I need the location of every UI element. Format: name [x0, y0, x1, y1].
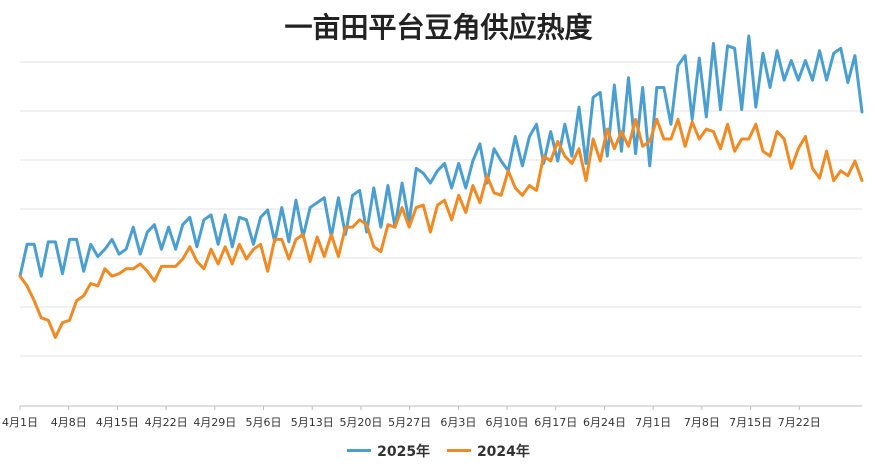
legend-item-2024: 2024年 — [446, 441, 530, 461]
legend-swatch-2025 — [347, 449, 372, 452]
x-tick-label: 5月20日 — [339, 416, 382, 429]
x-tick-label: 4月8日 — [51, 416, 87, 429]
legend-swatch-2024 — [446, 449, 471, 452]
series-line-2025 — [18, 34, 864, 278]
legend: 2025年 2024年 — [0, 440, 877, 461]
x-tick-label: 4月1日 — [2, 416, 38, 429]
legend-item-2025: 2025年 — [347, 441, 430, 461]
x-tick-label: 4月15日 — [96, 416, 139, 429]
x-tick-label: 6月10日 — [486, 416, 529, 429]
x-tick-label: 7月15日 — [729, 416, 772, 429]
gridlines — [20, 61, 862, 357]
x-tick-label: 5月6日 — [246, 416, 282, 429]
x-tick-label: 7月8日 — [684, 416, 720, 429]
legend-label-2024: 2024年 — [476, 443, 530, 460]
x-tick-label: 7月22日 — [778, 416, 821, 429]
series-lines — [18, 34, 864, 339]
line-chart: 4月1日 4月8日 4月15日 4月22日 4月29日 5月6日 5月13日 5月20日 5月2… — [2, 34, 864, 429]
x-tick-label: 5月13日 — [291, 416, 334, 429]
x-tick-label: 5月27日 — [388, 416, 431, 429]
x-tick-labels: 4月1日 4月8日 4月15日 4月22日 4月29日 5月6日 5月13日 5月20日 5月2… — [2, 406, 821, 429]
x-tick-label: 6月3日 — [440, 416, 476, 429]
series-line-2024 — [18, 117, 864, 339]
x-tick-label: 6月17日 — [534, 416, 577, 429]
x-tick-label: 4月29日 — [193, 416, 236, 429]
chart-title: 一亩田平台豆角供应热度 — [284, 11, 593, 44]
x-tick-label: 4月22日 — [145, 416, 188, 429]
legend-label-2025: 2025年 — [377, 443, 431, 460]
x-tick-label: 7月1日 — [635, 416, 671, 429]
x-tick-label: 6月24日 — [583, 416, 626, 429]
